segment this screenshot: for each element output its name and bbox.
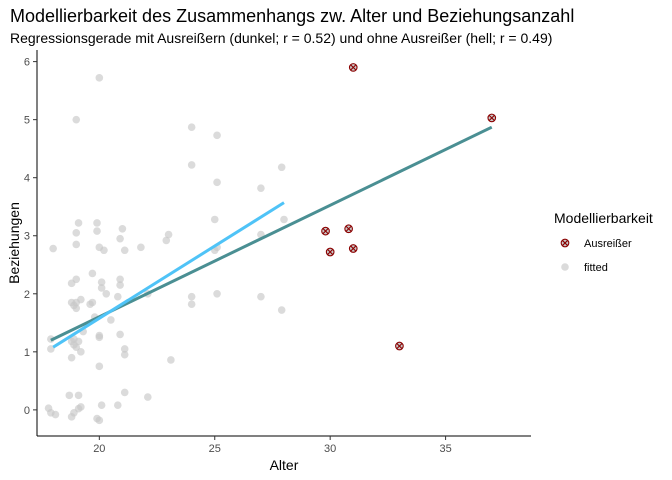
legend: Modellierbarkeit Ausreißer fitted [554, 210, 653, 274]
fitted-point [118, 224, 127, 233]
fitted-point [65, 391, 74, 400]
fitted-point [51, 410, 60, 419]
fitted-point [277, 163, 286, 172]
fitted-point [72, 343, 81, 351]
fitted-point [88, 298, 97, 307]
fitted-point [74, 219, 83, 227]
fitted-point [120, 350, 129, 359]
outlier-point [348, 244, 358, 253]
fitted-point [95, 331, 104, 340]
x-tick-label: 20 [93, 443, 105, 455]
x-tick-label: 30 [324, 443, 336, 455]
fitted-point [116, 330, 124, 339]
fitted-point [74, 391, 83, 400]
fitted-point [164, 230, 173, 239]
y-tick-label: 6 [24, 57, 30, 69]
outlier-point [395, 341, 404, 351]
fitted-point [77, 348, 85, 356]
fitted-point [113, 292, 122, 301]
fitted-point [49, 244, 57, 253]
plot-area [44, 63, 497, 425]
fitted-point [93, 227, 101, 235]
fitted-point [72, 275, 81, 284]
regression-line-with-outliers [50, 125, 493, 342]
chart-title: Modellierbarkeit des Zusammenhangs zw. A… [10, 6, 574, 26]
fitted-point [97, 284, 106, 292]
fitted-point [187, 123, 196, 131]
fitted-point [210, 215, 219, 224]
fitted-point [95, 416, 104, 425]
legend-key-fitted [561, 263, 569, 271]
x-tick-label: 25 [209, 443, 221, 455]
outlier-point [325, 247, 335, 257]
fitted-point [88, 269, 97, 278]
fitted-point [74, 404, 83, 413]
y-tick-label: 1 [24, 347, 30, 359]
fitted-point [72, 115, 81, 124]
fitted-point [47, 345, 55, 353]
outlier-point [321, 226, 330, 236]
fitted-point [113, 401, 122, 410]
legend-key-outlier [560, 238, 570, 248]
outlier-point [348, 63, 358, 72]
fitted-point [102, 289, 111, 298]
fitted-point [137, 243, 145, 252]
fitted-point [72, 229, 81, 237]
fitted-point [277, 306, 286, 314]
legend-label-outlier: Ausreißer [584, 238, 632, 250]
fitted-point [44, 404, 53, 412]
fitted-point [144, 393, 152, 401]
fitted-point [213, 131, 221, 140]
fitted-point [95, 362, 104, 371]
fitted-point [187, 300, 196, 309]
fitted-point [72, 240, 81, 249]
y-axis-ticks: 0 1 2 3 4 5 6 [24, 57, 37, 417]
y-tick-label: 0 [24, 405, 30, 417]
fitted-point [187, 292, 196, 301]
legend-title: Modellierbarkeit [554, 210, 653, 226]
fitted-point [116, 281, 124, 289]
fitted-point [97, 278, 106, 286]
fitted-point [116, 234, 124, 243]
fitted-point [97, 401, 106, 410]
outlier-point [344, 224, 353, 234]
fitted-point [95, 74, 104, 82]
fitted-point [93, 219, 101, 227]
fitted-point [72, 304, 81, 313]
y-tick-label: 2 [24, 289, 30, 301]
fitted-point [120, 246, 129, 255]
y-tick-label: 4 [24, 173, 30, 185]
regression-line-without-outliers [52, 201, 285, 349]
fitted-point [120, 345, 129, 353]
fitted-point [72, 298, 81, 307]
fitted-point [107, 316, 115, 324]
fitted-point [95, 243, 104, 252]
y-tick-label: 3 [24, 231, 30, 243]
x-axis-ticks: 20 25 30 35 [93, 436, 452, 455]
chart-subtitle: Regressionsgerade mit Ausreißern (dunkel… [10, 30, 552, 46]
fitted-point [116, 275, 124, 284]
x-axis-label: Alter [270, 457, 299, 473]
y-tick-label: 5 [24, 115, 30, 127]
fitted-point [120, 388, 129, 397]
fitted-point [187, 161, 196, 169]
fitted-point [213, 178, 221, 187]
fitted-point [162, 236, 171, 245]
fitted-point [167, 356, 175, 364]
fitted-point [257, 184, 265, 192]
fitted-point [280, 215, 288, 224]
fitted-point [213, 289, 221, 298]
fitted-point [67, 353, 76, 362]
y-axis-label: Beziehungen [6, 202, 22, 284]
fitted-point [257, 292, 265, 301]
outlier-point [487, 113, 497, 123]
fitted-point [74, 337, 83, 346]
x-tick-label: 35 [439, 443, 451, 455]
legend-label-fitted: fitted [584, 262, 608, 274]
